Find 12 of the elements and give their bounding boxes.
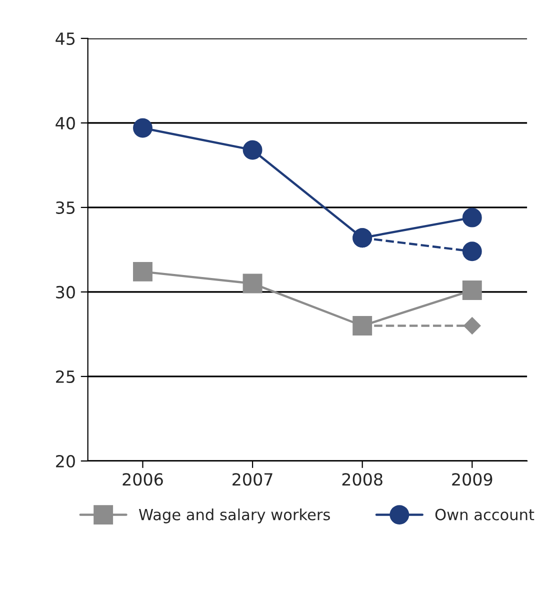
x-tick-label: 2006 [122, 473, 163, 486]
legend-label: Wage and salary workers [138, 508, 330, 524]
y-tick-label: 45 [56, 32, 75, 45]
y-tick-label: 30 [56, 286, 75, 299]
y-tick-label: 25 [56, 370, 75, 384]
x-tick-label: 2007 [232, 473, 272, 486]
y-tick-label: 40 [56, 116, 75, 130]
x-tick-label: 2008 [342, 473, 382, 486]
y-tick-label: 35 [56, 201, 75, 214]
y-tick-label: 20 [56, 454, 75, 468]
x-tick-label: 2009 [452, 473, 492, 486]
legend-label: Own account [435, 508, 534, 520]
